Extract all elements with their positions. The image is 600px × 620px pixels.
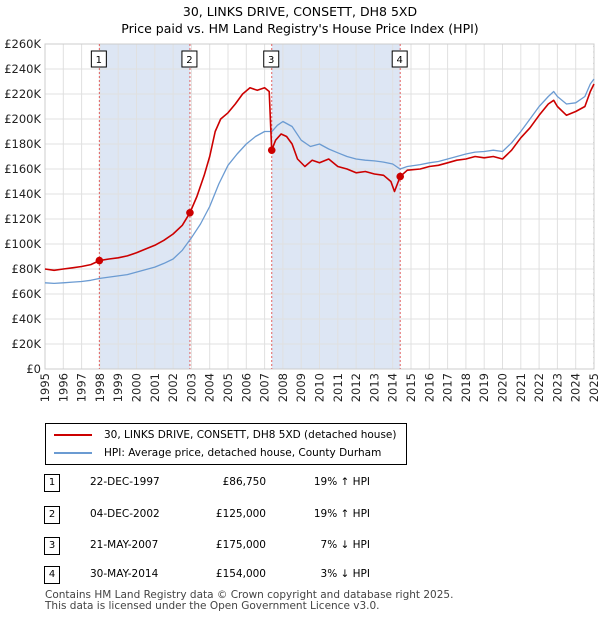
sale-date: 30-MAY-2014: [90, 568, 159, 580]
sale-number-badge: 4: [44, 566, 60, 584]
x-tick-label: 2007: [258, 373, 272, 402]
chart-title: 30, LINKS DRIVE, CONSETT, DH8 5XD: [182, 4, 418, 19]
y-tick-label: £80K: [12, 262, 42, 276]
sale-date: 22-DEC-1997: [90, 476, 160, 488]
x-tick-label: 2000: [130, 373, 144, 402]
x-tick-label: 2015: [404, 373, 418, 402]
plot-border: [44, 43, 595, 370]
sale-date: 04-DEC-2002: [90, 508, 160, 520]
sale-marker-box-2: [181, 50, 198, 68]
x-tick-label: 2005: [221, 373, 235, 402]
sale-number-badge: 1: [44, 474, 60, 492]
sale-row-4: 4 30-MAY-2014 £154,000 3% ↓ HPI: [0, 566, 600, 586]
legend-line-hpi: [54, 452, 92, 454]
property-price-line: [44, 83, 595, 272]
sale-price: £125,000: [215, 508, 266, 520]
y-tick-label: £240K: [4, 62, 41, 76]
legend-label-property: 30, LINKS DRIVE, CONSETT, DH8 5XD (detac…: [104, 429, 397, 441]
x-tick-label: 2011: [331, 373, 345, 402]
x-tick-label: 1995: [38, 373, 52, 402]
x-tick-label: 2022: [532, 373, 546, 402]
sale-point-1: [95, 256, 104, 265]
sale-row-2: 2 04-DEC-2002 £125,000 19% ↑ HPI: [0, 506, 600, 526]
y-tick-label: £0: [26, 362, 41, 376]
legend-label-hpi: HPI: Average price, detached house, Coun…: [104, 447, 382, 459]
chart-subtitle: Price paid vs. HM Land Registry's House …: [121, 21, 479, 36]
sale-marker-label-3: 3: [268, 55, 274, 66]
sale-number-badge: 2: [44, 506, 60, 524]
sale-row-1: 1 22-DEC-1997 £86,750 19% ↑ HPI: [0, 474, 600, 494]
sale-point-4: [396, 172, 405, 181]
x-tick-label: 2021: [514, 373, 528, 402]
x-tick-label: 1999: [111, 373, 125, 402]
sale-hpi-diff: 3% ↓ HPI: [320, 568, 370, 580]
sale-marker-box-3: [263, 50, 280, 68]
x-tick-label: 2004: [203, 373, 217, 402]
sale-point-3: [267, 146, 276, 155]
x-tick-label: 2016: [422, 373, 436, 402]
x-tick-label: 2020: [496, 373, 510, 402]
x-tick-label: 2002: [166, 373, 180, 402]
x-tick-label: 2003: [184, 373, 198, 402]
shaded-range-1: [99, 44, 190, 369]
sale-marker-box-1: [90, 50, 107, 68]
y-tick-label: £40K: [12, 312, 42, 326]
y-tick-label: £140K: [4, 187, 41, 201]
x-tick-label: 1998: [93, 373, 107, 402]
chart-legend: 30, LINKS DRIVE, CONSETT, DH8 5XD (detac…: [45, 423, 407, 465]
shaded-range-2: [271, 44, 401, 369]
sale-row-3: 3 21-MAY-2007 £175,000 7% ↓ HPI: [0, 537, 600, 557]
x-tick-label: 2009: [294, 373, 308, 402]
x-tick-label: 1996: [56, 373, 70, 402]
hpi-line: [44, 78, 595, 285]
footer-licence: This data is licensed under the Open Gov…: [45, 600, 380, 612]
y-tick-label: £160K: [4, 162, 41, 176]
footer-attribution: Contains HM Land Registry data © Crown c…: [45, 590, 453, 612]
sale-hpi-diff: 7% ↓ HPI: [320, 539, 370, 551]
y-tick-label: £120K: [4, 212, 41, 226]
y-tick-label: £220K: [4, 87, 41, 101]
y-tick-label: £260K: [4, 37, 41, 51]
sale-price: £154,000: [215, 568, 266, 580]
x-tick-label: 2010: [313, 373, 327, 402]
x-tick-label: 2025: [587, 373, 600, 402]
sale-price: £175,000: [215, 539, 266, 551]
y-tick-label: £20K: [12, 337, 42, 351]
x-tick-label: 2006: [239, 373, 253, 402]
x-tick-label: 2013: [367, 373, 381, 402]
x-tick-label: 2023: [550, 373, 564, 402]
sale-point-2: [186, 208, 194, 217]
y-tick-label: £60K: [12, 287, 42, 301]
legend-line-property: [54, 434, 92, 436]
sale-hpi-diff: 19% ↑ HPI: [313, 476, 370, 488]
sale-marker-label-2: 2: [186, 55, 192, 66]
sale-hpi-diff: 19% ↑ HPI: [313, 508, 370, 520]
price-chart: £0 £20K £40K £60K £80K £100K £120K £140K £160K £1…: [4, 37, 600, 402]
sale-marker-label-1: 1: [96, 55, 102, 66]
x-tick-label: 1997: [75, 373, 89, 402]
y-tick-label: £100K: [4, 237, 41, 251]
x-tick-label: 2019: [477, 373, 491, 402]
y-tick-label: £180K: [4, 137, 41, 151]
sale-marker-box-4: [391, 50, 408, 68]
footer-copyright: Contains HM Land Registry data © Crown c…: [45, 589, 454, 601]
y-tick-label: £200K: [4, 112, 41, 126]
x-tick-label: 2014: [386, 373, 400, 402]
x-tick-label: 2012: [349, 373, 363, 402]
x-tick-label: 2008: [276, 373, 290, 402]
sale-marker-label-4: 4: [397, 55, 403, 66]
x-tick-label: 2024: [569, 373, 583, 402]
sale-price: £86,750: [222, 476, 266, 488]
sale-number-badge: 3: [44, 537, 60, 555]
x-tick-label: 2001: [148, 373, 162, 402]
sale-date: 21-MAY-2007: [90, 539, 159, 551]
x-tick-label: 2018: [459, 373, 473, 402]
x-tick-label: 2017: [441, 373, 455, 402]
